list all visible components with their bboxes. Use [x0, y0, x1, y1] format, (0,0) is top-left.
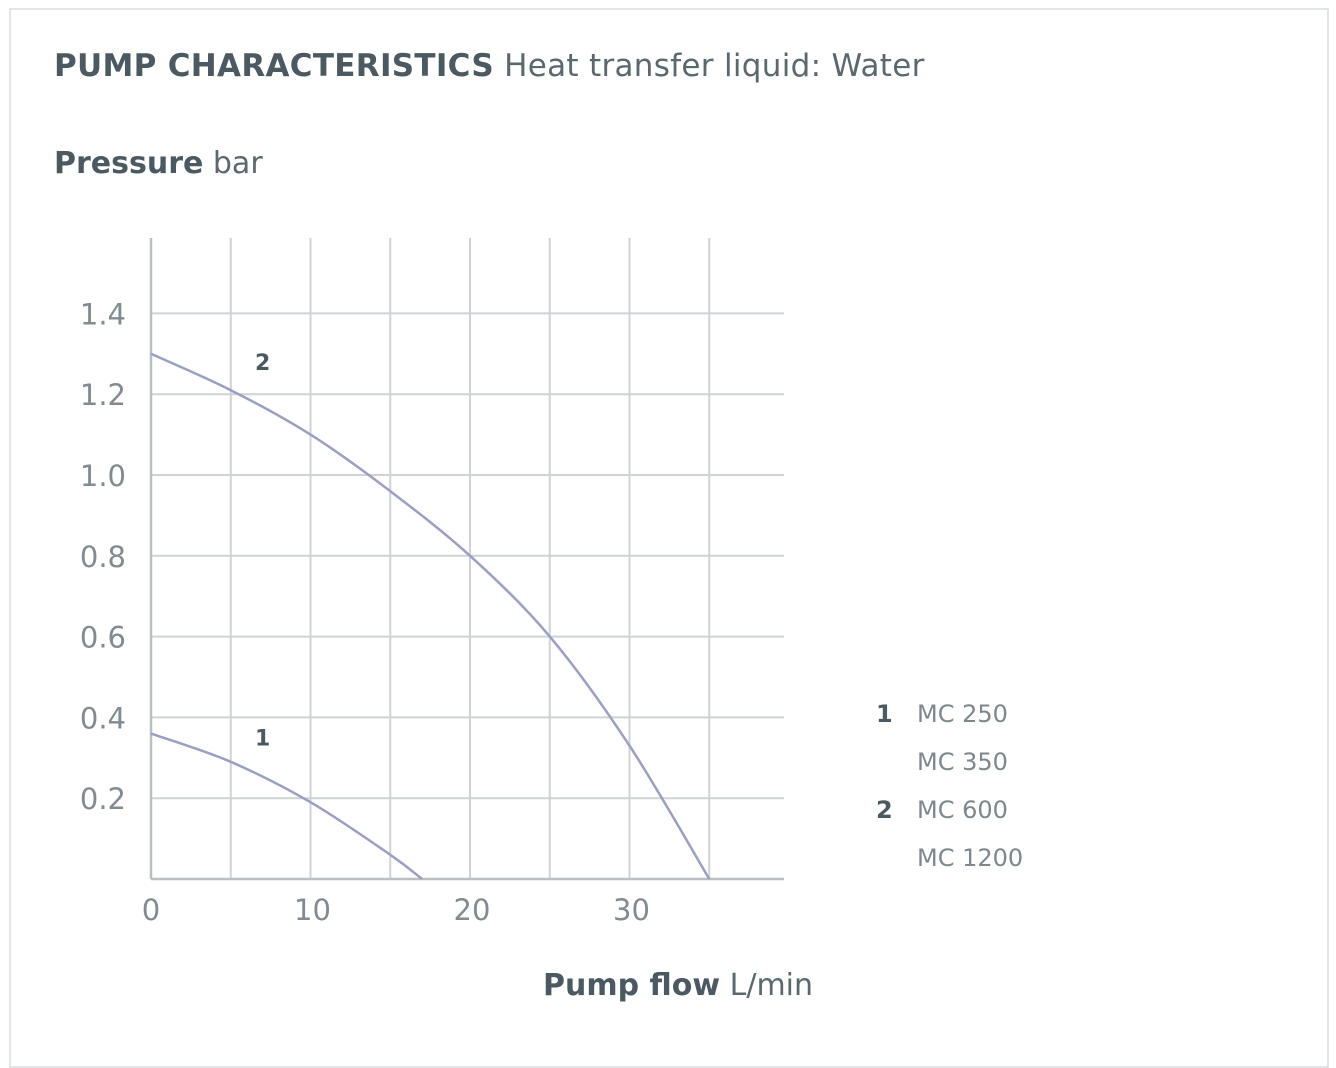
series-curve-1: [150, 732, 423, 880]
y-tick-label: 1.0: [80, 459, 126, 493]
legend-label: MC 250: [917, 700, 1008, 728]
title-subtitle: Heat transfer liquid: Water: [504, 48, 925, 84]
y-axis-label: Pressure bar: [54, 146, 263, 181]
x-tick-label: 0: [142, 893, 160, 927]
title-strong: PUMP CHARACTERISTICS: [54, 48, 494, 84]
legend-label: MC 1200: [917, 844, 1024, 872]
legend-number: 2: [876, 796, 893, 824]
x-axis-label: Pump flow L/min: [543, 968, 813, 1003]
y-tick-label: 0.8: [80, 540, 126, 574]
curve-label: 1: [255, 727, 270, 752]
y-axis-label-unit: bar: [212, 146, 263, 181]
curve-label: 2: [255, 351, 270, 376]
x-tick-label: 30: [613, 893, 650, 927]
grid: [151, 238, 784, 879]
legend-label: MC 350: [917, 748, 1008, 776]
series-curve-2: [150, 352, 711, 880]
y-tick-label: 1.2: [80, 378, 126, 412]
x-tick-label: 10: [294, 893, 331, 927]
axes: [149, 238, 784, 881]
legend-number: 1: [876, 700, 893, 728]
x-axis-label-unit: L/min: [729, 968, 814, 1003]
y-axis-label-name: Pressure: [54, 146, 204, 181]
tick-labels: 0.2 0.4 0.6 0.8 1.0 1.2 1.4 0 10 20 30: [80, 297, 650, 927]
y-tick-label: 1.4: [80, 297, 126, 331]
curve-labels: 12: [255, 351, 270, 752]
x-tick-label: 20: [454, 893, 491, 927]
x-axis-label-name: Pump flow: [543, 968, 721, 1003]
y-tick-label: 0.2: [80, 782, 126, 816]
y-tick-label: 0.4: [80, 701, 126, 735]
series-curves: [150, 352, 711, 880]
chart-title: PUMP CHARACTERISTICS Heat transfer liqui…: [54, 48, 925, 84]
legend-label: MC 600: [917, 796, 1008, 824]
y-tick-label: 0.6: [80, 621, 126, 655]
